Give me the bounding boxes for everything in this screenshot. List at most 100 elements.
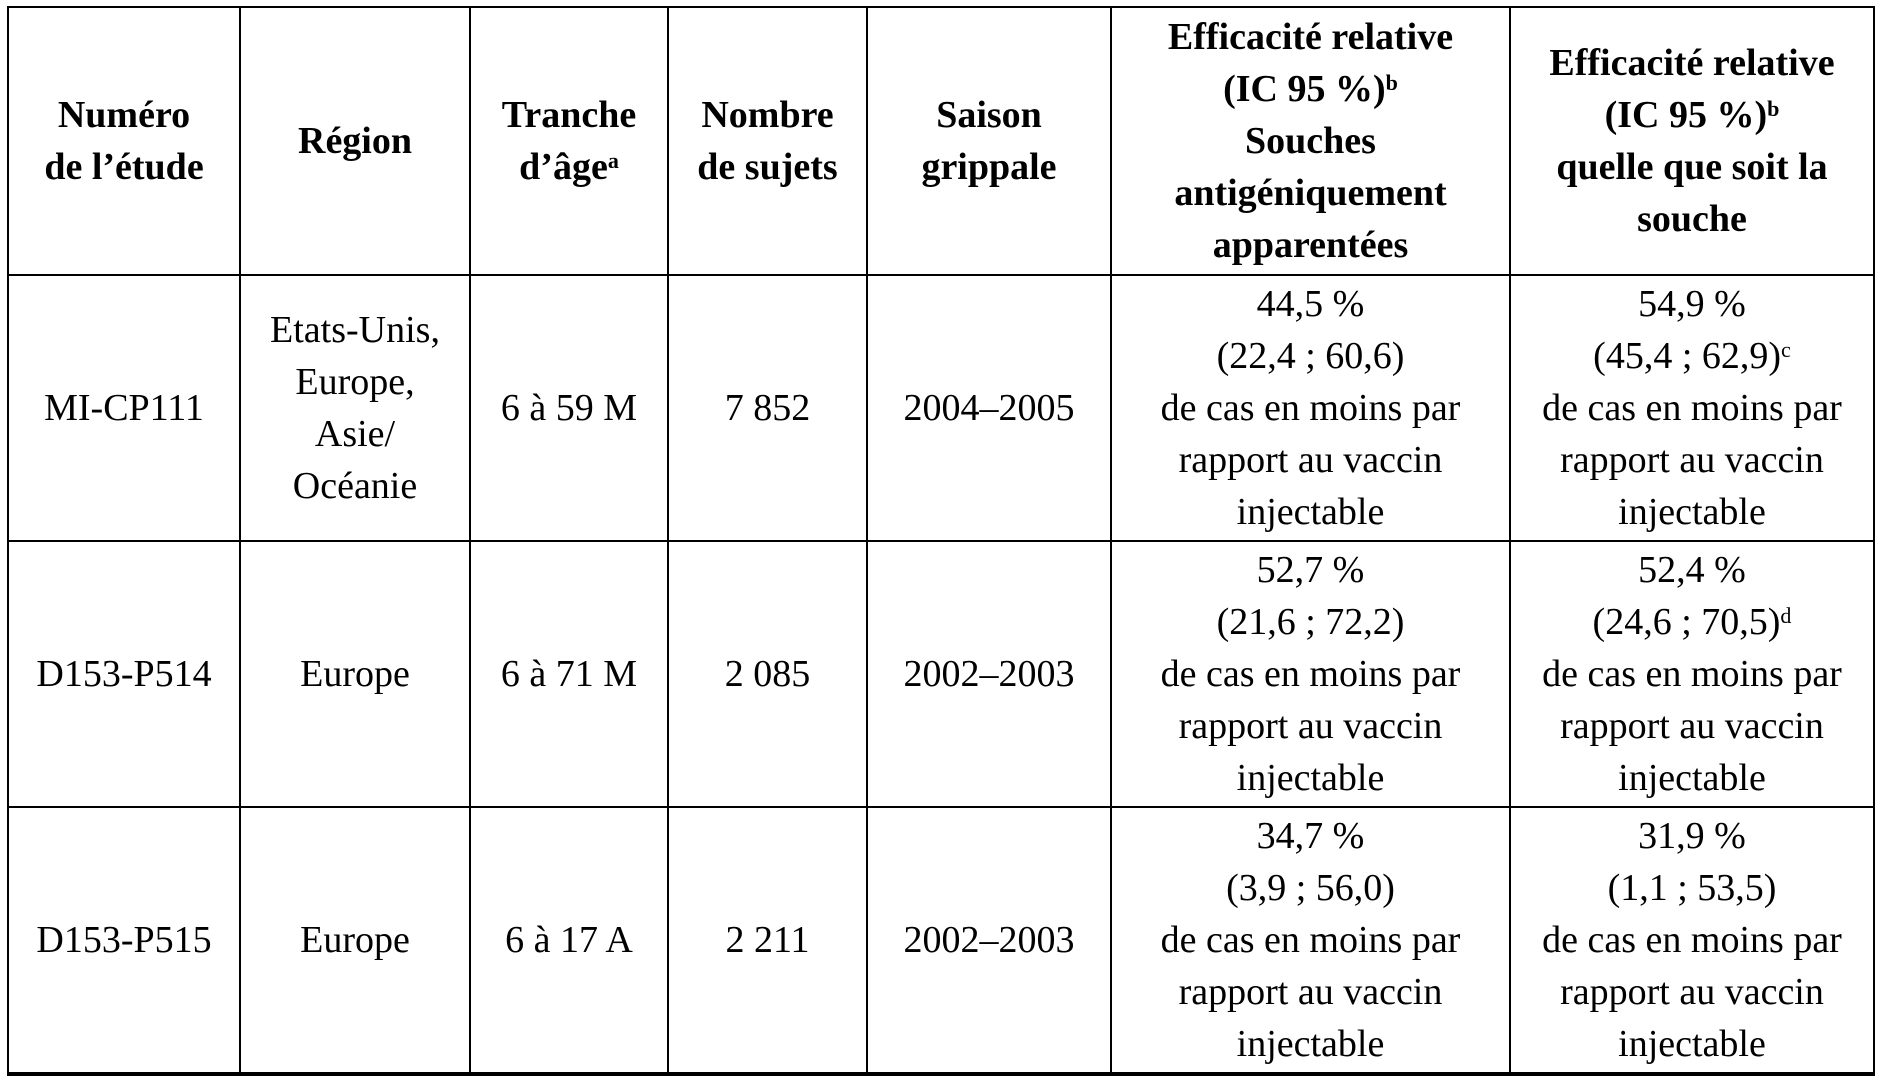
cell-line: Océanie: [292, 465, 418, 507]
cell-line: injectable: [1618, 1023, 1766, 1065]
cell-line: injectable: [1236, 1023, 1385, 1065]
cell-line: 2 085: [724, 653, 811, 695]
cell-line: de cas en moins par: [1542, 387, 1842, 429]
table-cell-r2-c4: 2 085: [667, 540, 868, 808]
cell-line: 6 à 71 M: [500, 653, 638, 695]
cell-line: Saison: [936, 94, 1042, 136]
cell-line: Nombre: [701, 94, 834, 136]
cell-line: Europe: [300, 653, 410, 695]
table-cell-r1-c1: MI-CP111: [7, 274, 241, 542]
table-cell-r3-c1: D153-P515: [7, 806, 241, 1075]
cell-line: injectable: [1236, 491, 1385, 533]
cell-line: de cas en moins par: [1160, 653, 1461, 695]
table-cell-r2-c5: 2002–2003: [866, 540, 1112, 808]
table-cell-r2-c6: 52,7 % (21,6 ; 72,2) de cas en moins par ra…: [1110, 540, 1511, 808]
cell-line: D153-P514: [36, 653, 212, 695]
table-cell-r2-c3: 6 à 71 M: [469, 540, 669, 808]
cell-line: (1,1 ; 53,5): [1607, 867, 1777, 909]
cell-line: (IC 95 %)b: [1604, 94, 1780, 136]
cell-line: injectable: [1236, 757, 1385, 799]
cell-line: Europe: [300, 919, 410, 961]
cell-line: Souches: [1245, 120, 1376, 162]
cell-line: Tranche: [501, 94, 637, 136]
table-row-3: D153-P515 Europe 6 à 17 A 2 211 2002–2003 34,…: [7, 806, 1875, 1075]
cell-line: 2002–2003: [903, 919, 1075, 961]
cell-line: d’âgea: [519, 146, 619, 188]
cell-line: rapport au vaccin: [1560, 439, 1824, 481]
table-cell-r3-c6: 34,7 % (3,9 ; 56,0) de cas en moins par rap…: [1110, 806, 1511, 1075]
header-cell-6: Efficacité relative (IC 95 %)b Souches anti…: [1110, 6, 1511, 276]
cell-line: 7 852: [724, 387, 811, 429]
table-cell-r3-c4: 2 211: [667, 806, 868, 1075]
header-cell-7: Efficacité relative (IC 95 %)b quelle que …: [1509, 6, 1875, 276]
table-row-2: D153-P514 Europe 6 à 71 M 2 085 2002–2003 52,…: [7, 540, 1875, 808]
cell-line: (45,4 ; 62,9)c: [1593, 335, 1791, 377]
cell-line: de cas en moins par: [1160, 387, 1461, 429]
cell-line: D153-P515: [36, 919, 212, 961]
table-cell-r1-c3: 6 à 59 M: [469, 274, 669, 542]
cell-line: (3,9 ; 56,0): [1226, 867, 1395, 909]
cell-line: 6 à 59 M: [500, 387, 638, 429]
cell-line: (21,6 ; 72,2): [1216, 601, 1405, 643]
cell-line: (IC 95 %)b: [1223, 68, 1398, 110]
table-cell-r1-c6: 44,5 % (22,4 ; 60,6) de cas en moins par ra…: [1110, 274, 1511, 542]
footnote-marker: b: [1385, 70, 1398, 96]
table-cell-r1-c2: Etats-Unis, Europe, Asie/Océanie: [239, 274, 471, 542]
cell-line: MI-CP111: [44, 387, 204, 429]
cell-line: Efficacité relative: [1167, 16, 1454, 58]
cell-line: 2 211: [725, 919, 810, 961]
table-cell-r3-c7: 31,9 % (1,1 ; 53,5) de cas en moins par rap…: [1509, 806, 1875, 1075]
cell-line: 44,5 %: [1256, 283, 1365, 325]
cell-line: 31,9 %: [1638, 815, 1746, 857]
cell-line: Asie/: [314, 413, 396, 455]
table-cell-r3-c2: Europe: [239, 806, 471, 1075]
cell-line: injectable: [1618, 491, 1766, 533]
cell-line: de cas en moins par: [1160, 919, 1461, 961]
cell-line: 2002–2003: [903, 653, 1075, 695]
cell-line: de cas en moins par: [1542, 653, 1842, 695]
cell-line: Efficacité relative: [1549, 42, 1835, 84]
cell-line: quelle que soit la: [1556, 146, 1828, 188]
header-cell-1: Numéro de l’étude: [7, 6, 241, 276]
cell-line: 2004–2005: [903, 387, 1075, 429]
cell-line: de sujets: [697, 146, 838, 188]
footnote-marker: c: [1781, 337, 1791, 363]
cell-line: souche: [1637, 198, 1747, 240]
footnote-marker: a: [607, 148, 619, 174]
cell-line: de l’étude: [44, 146, 204, 188]
header-cell-4: Nombre de sujets: [667, 6, 868, 276]
header-cell-2: Région: [239, 6, 471, 276]
cell-line: injectable: [1618, 757, 1766, 799]
cell-line: rapport au vaccin: [1178, 705, 1443, 747]
cell-line: 34,7 %: [1256, 815, 1365, 857]
cell-line: antigéniquement: [1174, 172, 1447, 214]
cell-line: de cas en moins par: [1542, 919, 1842, 961]
efficacy-table-container: Numéro de l’étude Région Tranche d’âgea Nombr…: [7, 6, 1875, 1076]
cell-line: rapport au vaccin: [1560, 705, 1824, 747]
table-cell-r3-c5: 2002–2003: [866, 806, 1112, 1075]
cell-line: rapport au vaccin: [1178, 439, 1443, 481]
footnote-marker: d: [1780, 603, 1792, 629]
footnote-marker: b: [1767, 96, 1780, 122]
table-cell-r1-c5: 2004–2005: [866, 274, 1112, 542]
cell-line: Europe,: [295, 361, 415, 403]
cell-line: (24,6 ; 70,5)d: [1592, 601, 1792, 643]
cell-line: 6 à 17 A: [505, 919, 633, 961]
header-cell-3: Tranche d’âgea: [469, 6, 669, 276]
table-cell-r2-c7: 52,4 % (24,6 ; 70,5)d de cas en moins par r…: [1509, 540, 1875, 808]
table-row-1: MI-CP111 Etats-Unis, Europe, Asie/Océanie 6 …: [7, 274, 1875, 542]
table-cell-r3-c3: 6 à 17 A: [469, 806, 669, 1075]
cell-line: rapport au vaccin: [1560, 971, 1824, 1013]
cell-line: apparentées: [1212, 224, 1409, 266]
cell-line: grippale: [921, 146, 1057, 188]
cell-line: Région: [298, 120, 412, 162]
cell-line: 52,4 %: [1638, 549, 1746, 591]
cell-line: rapport au vaccin: [1178, 971, 1443, 1013]
table-cell-r2-c1: D153-P514: [7, 540, 241, 808]
table-cell-r1-c4: 7 852: [667, 274, 868, 542]
efficacy-table: Numéro de l’étude Région Tranche d’âgea Nombr…: [7, 6, 1875, 1076]
header-cell-5: Saison grippale: [866, 6, 1112, 276]
cell-line: (22,4 ; 60,6): [1216, 335, 1405, 377]
cell-line: 54,9 %: [1638, 283, 1746, 325]
cell-line: 52,7 %: [1256, 549, 1365, 591]
